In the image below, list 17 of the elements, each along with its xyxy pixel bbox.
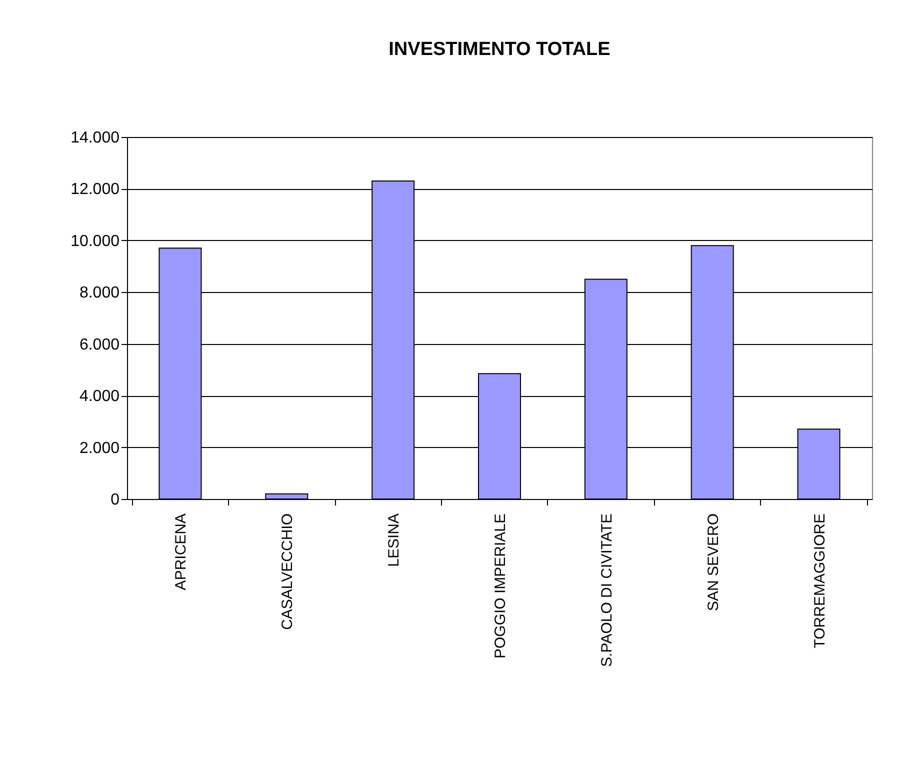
x-tick-label: APRICENA — [172, 514, 190, 590]
y-tick-label: 4.000 — [79, 388, 120, 406]
bar — [265, 493, 308, 500]
y-tick-label: 0 — [110, 492, 120, 508]
y-tick-label: 6.000 — [79, 336, 120, 354]
y-tick-label: 10.000 — [70, 232, 120, 250]
chart-title: INVESTIMENTO TOTALE — [388, 39, 610, 60]
x-tick-label: POGGIO IMPERIALE — [492, 514, 509, 659]
x-tick-label: LESINA — [386, 514, 403, 567]
x-tick-label: CASALVECCHIO — [279, 514, 296, 630]
y-tick-label: 2.000 — [79, 440, 120, 457]
x-tick-label: TORREMAGGIORE — [811, 514, 828, 648]
x-tick-label: S.PAOLO DI CIVITATE — [598, 514, 616, 667]
x-tick-label: SAN SEVERO — [704, 514, 722, 612]
y-tick-label: 12.000 — [70, 181, 120, 198]
y-tick-label: 14.000 — [70, 130, 120, 146]
y-tick-label: 8.000 — [79, 284, 120, 302]
